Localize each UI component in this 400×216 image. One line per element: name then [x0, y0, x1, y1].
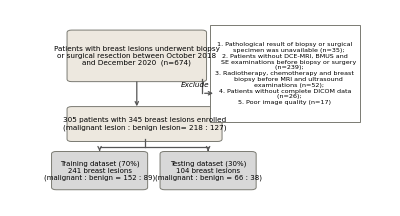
FancyBboxPatch shape	[210, 25, 360, 122]
FancyBboxPatch shape	[52, 151, 148, 190]
FancyBboxPatch shape	[160, 151, 256, 190]
FancyBboxPatch shape	[67, 30, 206, 82]
Text: Patients with breast lesions underwent biopsy
or surgical resection between Octo: Patients with breast lesions underwent b…	[54, 46, 220, 66]
Text: Training dataset (70%)
241 breast lesions
(malignant : benign = 152 : 89): Training dataset (70%) 241 breast lesion…	[44, 160, 155, 181]
Text: 305 patients with 345 breast lesions enrolled
(malignant lesion : benign lesion=: 305 patients with 345 breast lesions enr…	[63, 117, 226, 131]
FancyBboxPatch shape	[67, 106, 222, 141]
Text: 1. Pathological result of biopsy or surgical
    specimen was unavailable (n=35): 1. Pathological result of biopsy or surg…	[213, 42, 356, 105]
Text: Testing dataset (30%)
104 breast lesions
(malignant : benign = 66 : 38): Testing dataset (30%) 104 breast lesions…	[154, 160, 262, 181]
Text: Exclude: Exclude	[181, 82, 210, 88]
